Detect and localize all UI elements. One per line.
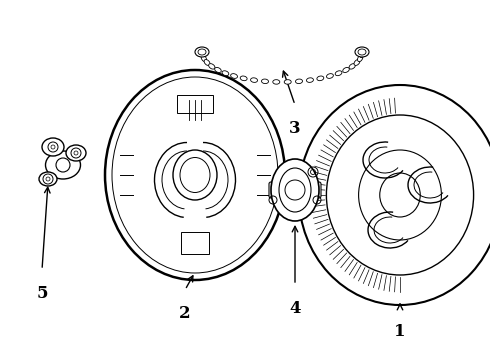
Text: 4: 4 bbox=[289, 300, 301, 317]
Ellipse shape bbox=[39, 172, 57, 186]
Ellipse shape bbox=[355, 47, 369, 57]
Ellipse shape bbox=[358, 55, 363, 62]
Ellipse shape bbox=[284, 80, 291, 84]
Circle shape bbox=[74, 151, 78, 155]
Ellipse shape bbox=[204, 59, 210, 66]
Text: 1: 1 bbox=[394, 323, 406, 340]
Circle shape bbox=[46, 177, 50, 181]
Ellipse shape bbox=[105, 70, 285, 280]
Ellipse shape bbox=[231, 74, 238, 78]
Ellipse shape bbox=[354, 59, 360, 66]
Ellipse shape bbox=[250, 78, 258, 82]
Ellipse shape bbox=[271, 159, 319, 221]
Ellipse shape bbox=[295, 79, 302, 84]
Ellipse shape bbox=[326, 74, 333, 78]
Bar bbox=[177, 95, 213, 113]
FancyBboxPatch shape bbox=[269, 182, 321, 198]
Circle shape bbox=[51, 145, 55, 149]
Ellipse shape bbox=[195, 47, 209, 57]
Ellipse shape bbox=[240, 76, 247, 81]
Ellipse shape bbox=[262, 79, 269, 84]
Ellipse shape bbox=[215, 67, 221, 72]
Text: 5: 5 bbox=[36, 285, 48, 302]
Ellipse shape bbox=[335, 71, 342, 76]
Ellipse shape bbox=[343, 67, 349, 72]
Ellipse shape bbox=[200, 51, 204, 58]
Ellipse shape bbox=[46, 151, 80, 179]
Ellipse shape bbox=[42, 138, 64, 156]
Ellipse shape bbox=[209, 64, 215, 69]
Text: 3: 3 bbox=[289, 120, 301, 137]
Ellipse shape bbox=[201, 55, 206, 62]
Ellipse shape bbox=[317, 76, 324, 81]
Text: 2: 2 bbox=[179, 305, 191, 322]
Ellipse shape bbox=[349, 64, 355, 69]
Ellipse shape bbox=[306, 78, 314, 82]
Ellipse shape bbox=[273, 80, 280, 84]
Ellipse shape bbox=[222, 71, 229, 76]
Bar bbox=[181, 232, 209, 254]
Ellipse shape bbox=[66, 145, 86, 161]
Ellipse shape bbox=[360, 51, 364, 58]
